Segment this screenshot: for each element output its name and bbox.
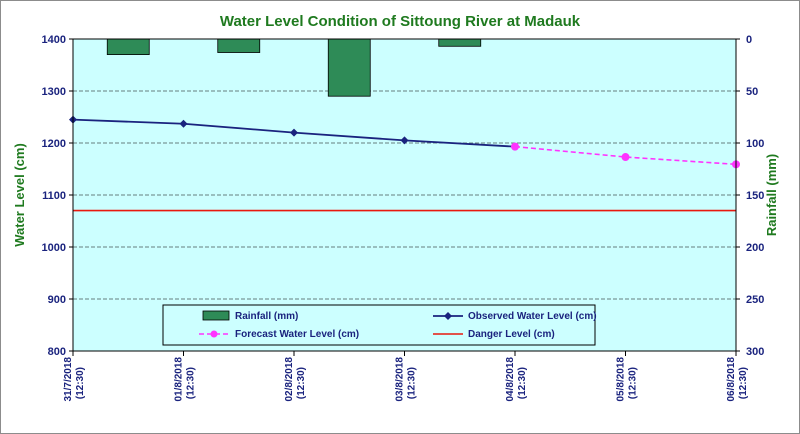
legend-observed-label: Observed Water Level (cm): [468, 311, 597, 322]
right-tick-label: 0: [746, 34, 752, 46]
observed-point: [290, 128, 298, 137]
right-tick-label: 200: [746, 242, 764, 254]
rainfall-series: [106, 38, 482, 97]
observed-point: [179, 119, 188, 128]
x-tick-time: (12:30): [517, 367, 528, 399]
x-tick-label: 02/8/2018 (12:30): [284, 357, 307, 402]
legend-observed-marker: [444, 312, 452, 320]
left-tick-label: 1100: [42, 190, 66, 202]
left-tick-label: 800: [48, 346, 66, 358]
rainfall-bar: [327, 38, 371, 97]
legend-forecast-label: Forecast Water Level (cm): [235, 329, 359, 340]
legend-rainfall-swatch: [202, 310, 230, 321]
x-tick-date: 03/8/2018: [395, 357, 406, 402]
rainfall-bar: [106, 38, 150, 56]
left-tick-label: 1000: [42, 242, 66, 254]
left-tick-label: 1400: [42, 34, 66, 46]
left-tick-label: 1300: [42, 86, 66, 98]
right-tick-label: 100: [746, 138, 764, 150]
forecast-line: [514, 145, 737, 166]
legend-rainfall-label: Rainfall (mm): [235, 311, 298, 322]
observed-point: [400, 136, 409, 145]
rainfall-bar: [217, 38, 261, 53]
right-tick-label: 50: [746, 86, 758, 98]
legend-observed-swatch: [433, 312, 463, 320]
rainfall-bar: [438, 38, 482, 47]
x-tick-label: 31/7/2018 (12:30): [63, 357, 86, 402]
right-tick-label: 150: [746, 190, 764, 202]
left-tick-label: 900: [48, 294, 66, 306]
left-axis-label: Water Level (cm): [12, 143, 27, 247]
right-tick-label: 250: [746, 294, 764, 306]
chart-title: Water Level Condition of Sittoung River …: [220, 13, 581, 30]
x-tick-time: (12:30): [738, 367, 749, 399]
right-axis-ticks: 0 50 100 150 200 250 300: [736, 34, 764, 358]
x-tick-label: 03/8/2018 (12:30): [395, 357, 418, 402]
x-tick-time: (12:30): [296, 367, 307, 399]
legend-box: [162, 304, 596, 346]
x-tick-date: 04/8/2018: [505, 357, 516, 402]
forecast-point: [511, 142, 519, 151]
x-tick-date: 05/8/2018: [616, 357, 627, 402]
legend: Rainfall (mm) Observed Water Level (cm) …: [162, 304, 597, 346]
x-tick-label: 01/8/2018 (12:30): [174, 357, 197, 402]
x-tick-label: 06/8/2018 (12:30): [726, 357, 749, 402]
x-axis-ticks: 31/7/2018 (12:30) 01/8/2018 (12:30) 02/8/201…: [63, 351, 749, 402]
x-tick-time: (12:30): [75, 367, 86, 399]
forecast-point: [621, 153, 630, 162]
x-tick-label: 05/8/2018 (12:30): [616, 357, 639, 402]
left-axis-ticks: 1400 1300 1200 1100 1000 900 800: [42, 34, 73, 358]
legend-forecast-marker: [210, 330, 218, 338]
left-tick-label: 1200: [42, 138, 66, 150]
x-tick-date: 01/8/2018: [174, 357, 185, 402]
right-tick-label: 300: [746, 346, 764, 358]
x-tick-date: 31/7/2018: [63, 357, 74, 402]
x-tick-time: (12:30): [186, 367, 197, 399]
x-tick-date: 02/8/2018: [284, 357, 295, 402]
right-axis-label: Rainfall (mm): [764, 154, 779, 236]
legend-danger-label: Danger Level (cm): [468, 329, 555, 340]
x-tick-label: 04/8/2018 (12:30): [505, 357, 528, 402]
x-tick-time: (12:30): [407, 367, 418, 399]
x-tick-time: (12:30): [628, 367, 639, 399]
x-tick-date: 06/8/2018: [726, 357, 737, 402]
legend-forecast-swatch: [199, 330, 229, 338]
